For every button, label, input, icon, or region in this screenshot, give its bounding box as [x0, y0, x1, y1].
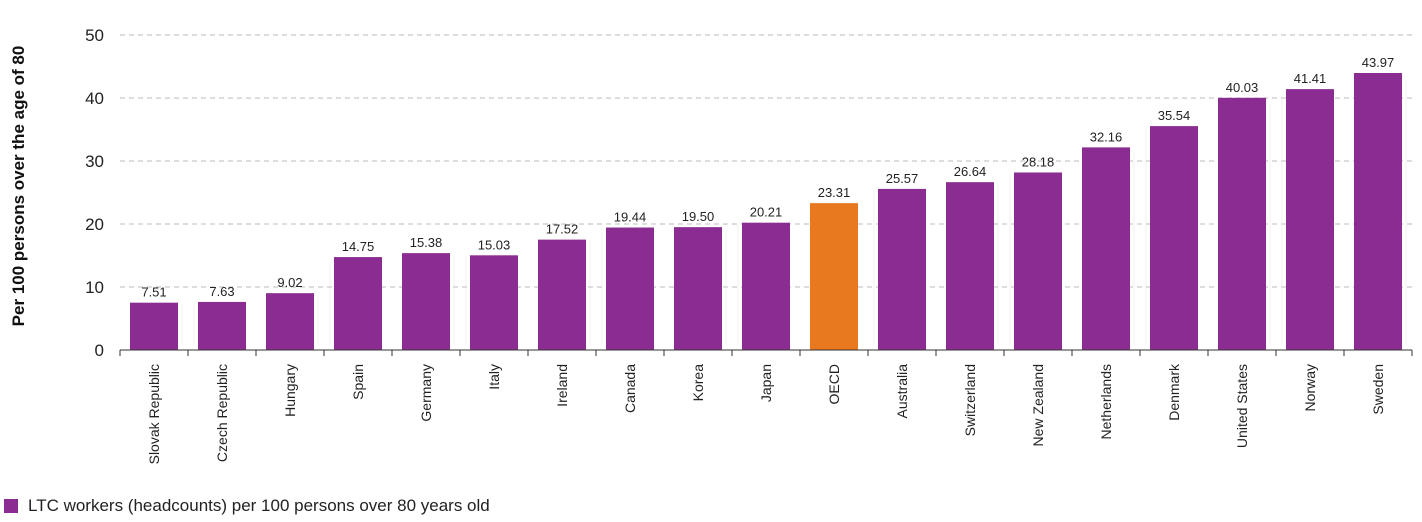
x-category-label: United States [1234, 364, 1250, 448]
value-label: 15.38 [410, 235, 443, 250]
legend-swatch [4, 499, 18, 513]
value-label: 32.16 [1090, 129, 1123, 144]
y-tick-label: 0 [95, 341, 104, 360]
axis-layer: 0 10 20 30 40 50 [85, 26, 1413, 360]
bar [606, 227, 654, 350]
legend-label: LTC workers (headcounts) per 100 persons… [28, 496, 490, 515]
value-label: 28.18 [1022, 154, 1055, 169]
bar [266, 293, 314, 350]
x-category-label: Spain [350, 364, 366, 400]
x-category-label: Germany [418, 364, 434, 422]
bar [1218, 97, 1266, 350]
y-tick-label: 20 [85, 215, 104, 234]
x-category-label: Netherlands [1098, 364, 1114, 440]
x-category-label: Korea [690, 364, 706, 402]
bar [674, 227, 722, 350]
bar-layer [130, 72, 1402, 351]
y-tick-label: 10 [85, 278, 104, 297]
x-category-label: OECD [826, 364, 842, 404]
x-category-label: Japan [758, 364, 774, 402]
bar [334, 257, 382, 350]
value-label: 19.44 [614, 210, 647, 225]
x-category-label: Australia [894, 364, 910, 419]
bar [1286, 89, 1334, 350]
x-category-label: Slovak Republic [146, 364, 162, 464]
y-tick-label: 50 [85, 26, 104, 45]
bar [810, 203, 858, 350]
value-label: 7.63 [209, 284, 234, 299]
value-label: 17.52 [546, 222, 579, 237]
value-label: 40.03 [1226, 80, 1259, 95]
y-tick-label: 30 [85, 152, 104, 171]
y-tick-label: 40 [85, 89, 104, 108]
x-category-label: Canada [622, 364, 638, 413]
bar [946, 182, 994, 350]
bar [538, 239, 586, 350]
bar [1150, 126, 1198, 351]
value-label: 19.50 [682, 209, 715, 224]
bar [742, 222, 790, 350]
bar [1082, 147, 1130, 350]
value-label: 20.21 [750, 205, 783, 220]
bar [1014, 172, 1062, 350]
bar [130, 302, 178, 350]
value-label: 35.54 [1158, 108, 1191, 123]
value-label: 9.02 [277, 275, 302, 290]
value-label: 26.64 [954, 164, 987, 179]
x-category-label: Denmark [1166, 363, 1182, 421]
value-label: 14.75 [342, 239, 375, 254]
value-label: 41.41 [1294, 71, 1327, 86]
bar [878, 188, 926, 350]
x-category-label: Norway [1302, 364, 1318, 411]
x-category-label: Italy [486, 364, 502, 390]
bar [198, 301, 246, 350]
bar [402, 253, 450, 350]
x-category-label: Ireland [554, 364, 570, 407]
label-layer: 7.51 Slovak Republic 7.63 Czech Republic 9.0… [141, 55, 1394, 464]
x-category-label: New Zealand [1030, 364, 1046, 447]
x-category-label: Switzerland [962, 364, 978, 436]
x-category-label: Hungary [282, 364, 298, 417]
legend: LTC workers (headcounts) per 100 persons… [4, 496, 490, 516]
value-label: 25.57 [886, 171, 919, 186]
value-label: 23.31 [818, 185, 851, 200]
value-label: 43.97 [1362, 55, 1395, 70]
y-axis-title: Per 100 persons over the age of 80 [9, 46, 28, 327]
bar [470, 255, 518, 350]
x-category-label: Czech Republic [214, 364, 230, 462]
value-label: 15.03 [478, 237, 511, 252]
bar [1354, 72, 1402, 350]
value-label: 7.51 [141, 285, 166, 300]
x-category-label: Sweden [1370, 364, 1386, 415]
